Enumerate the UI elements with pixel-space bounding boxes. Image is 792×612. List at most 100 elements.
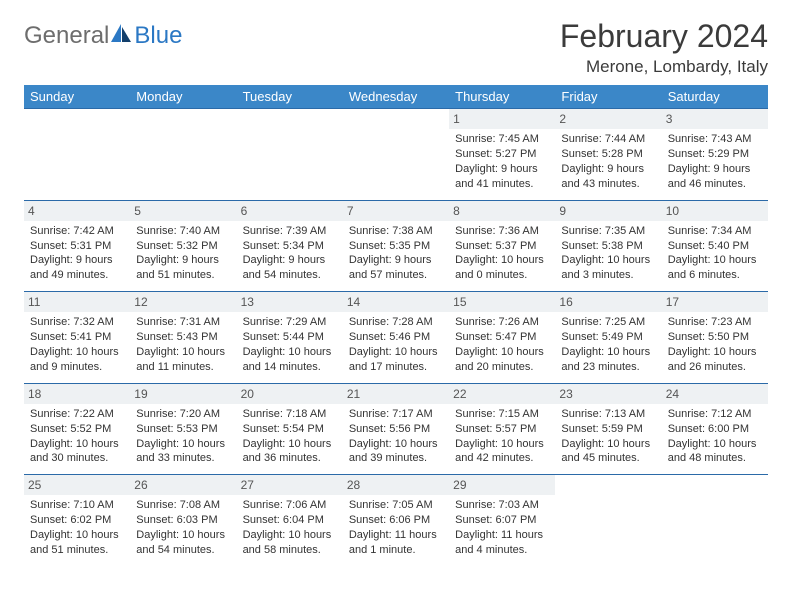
calendar-cell xyxy=(237,108,343,200)
sunrise-text: Sunrise: 7:31 AM xyxy=(134,315,232,330)
sunrise-text: Sunrise: 7:10 AM xyxy=(28,498,126,513)
day2-text: and 17 minutes. xyxy=(347,360,445,375)
sunrise-text: Sunrise: 7:25 AM xyxy=(559,315,657,330)
calendar-cell: 17Sunrise: 7:23 AMSunset: 5:50 PMDayligh… xyxy=(662,291,768,383)
sunrise-text: Sunrise: 7:32 AM xyxy=(28,315,126,330)
day1-text: Daylight: 10 hours xyxy=(134,345,232,360)
day1-text: Daylight: 10 hours xyxy=(134,437,232,452)
day2-text: and 30 minutes. xyxy=(28,451,126,466)
day-number: 24 xyxy=(662,384,768,404)
title-block: February 2024 Merone, Lombardy, Italy xyxy=(560,18,768,77)
day-number: 22 xyxy=(449,384,555,404)
sunset-text: Sunset: 5:32 PM xyxy=(134,239,232,254)
day1-text: Daylight: 10 hours xyxy=(666,253,764,268)
calendar-cell xyxy=(130,108,236,200)
sunrise-text: Sunrise: 7:45 AM xyxy=(453,132,551,147)
sunrise-text: Sunrise: 7:26 AM xyxy=(453,315,551,330)
calendar-cell: 24 Sunrise: 7:12 AMSunset: 6:00 PMDayligh… xyxy=(662,383,768,475)
day-number: 9 xyxy=(555,201,661,221)
sunset-text: Sunset: 6:00 PM xyxy=(666,422,764,437)
day-number: 3 xyxy=(662,109,768,129)
day-number: 7 xyxy=(343,201,449,221)
day-number: 2 xyxy=(555,109,661,129)
sunset-text: Sunset: 5:53 PM xyxy=(134,422,232,437)
calendar-cell: 21Sunrise: 7:17 AMSunset: 5:56 PMDayligh… xyxy=(343,383,449,475)
sunset-text: Sunset: 5:34 PM xyxy=(241,239,339,254)
day2-text: and 51 minutes. xyxy=(134,268,232,283)
day2-text: and 54 minutes. xyxy=(241,268,339,283)
day1-text: Daylight: 10 hours xyxy=(453,437,551,452)
day2-text: and 0 minutes. xyxy=(453,268,551,283)
sunrise-text: Sunrise: 7:28 AM xyxy=(347,315,445,330)
sunset-text: Sunset: 5:37 PM xyxy=(453,239,551,254)
sunrise-text: Sunrise: 7:35 AM xyxy=(559,224,657,239)
calendar-cell: 8Sunrise: 7:36 AMSunset: 5:37 PMDaylight… xyxy=(449,200,555,292)
day2-text: and 57 minutes. xyxy=(347,268,445,283)
sunset-text: Sunset: 5:31 PM xyxy=(28,239,126,254)
calendar-cell: 20Sunrise: 7:18 AMSunset: 5:54 PMDayligh… xyxy=(237,383,343,475)
day1-text: Daylight: 10 hours xyxy=(134,528,232,543)
sunrise-text: Sunrise: 7:44 AM xyxy=(559,132,657,147)
sunset-text: Sunset: 6:06 PM xyxy=(347,513,445,528)
day-number: 23 xyxy=(555,384,661,404)
day2-text: and 33 minutes. xyxy=(134,451,232,466)
header: General Blue February 2024 Merone, Lomba… xyxy=(24,18,768,77)
calendar-cell: 23Sunrise: 7:13 AMSunset: 5:59 PMDayligh… xyxy=(555,383,661,475)
sunrise-text: Sunrise: 7:42 AM xyxy=(28,224,126,239)
sunrise-text: Sunrise: 7:40 AM xyxy=(134,224,232,239)
calendar-cell: 25Sunrise: 7:10 AMSunset: 6:02 PMDayligh… xyxy=(24,474,130,566)
sunrise-text: Sunrise: 7:08 AM xyxy=(134,498,232,513)
day2-text: and 11 minutes. xyxy=(134,360,232,375)
sunset-text: Sunset: 6:02 PM xyxy=(28,513,126,528)
day-label: Thursday xyxy=(449,85,555,108)
logo: General Blue xyxy=(24,22,182,50)
day-number: 16 xyxy=(555,292,661,312)
day2-text: and 26 minutes. xyxy=(666,360,764,375)
sunset-text: Sunset: 5:54 PM xyxy=(241,422,339,437)
day-number: 26 xyxy=(130,475,236,495)
calendar-cell: 3Sunrise: 7:43 AMSunset: 5:29 PMDaylight… xyxy=(662,108,768,200)
sunrise-text: Sunrise: 7:17 AM xyxy=(347,407,445,422)
calendar-cell: 5Sunrise: 7:40 AMSunset: 5:32 PMDaylight… xyxy=(130,200,236,292)
day-number: 15 xyxy=(449,292,555,312)
logo-text-general: General xyxy=(24,22,109,50)
calendar-cell: 12Sunrise: 7:31 AMSunset: 5:43 PMDayligh… xyxy=(130,291,236,383)
day2-text: and 49 minutes. xyxy=(28,268,126,283)
sunset-text: Sunset: 5:49 PM xyxy=(559,330,657,345)
day-number: 25 xyxy=(24,475,130,495)
day-number: 14 xyxy=(343,292,449,312)
day2-text: and 58 minutes. xyxy=(241,543,339,558)
days-header: Sunday Monday Tuesday Wednesday Thursday… xyxy=(24,85,768,108)
day-number: 19 xyxy=(130,384,236,404)
sunset-text: Sunset: 5:28 PM xyxy=(559,147,657,162)
sunrise-text: Sunrise: 7:36 AM xyxy=(453,224,551,239)
day-label: Sunday xyxy=(24,85,130,108)
calendar-cell: 1Sunrise: 7:45 AMSunset: 5:27 PMDaylight… xyxy=(449,108,555,200)
logo-text-blue: Blue xyxy=(134,22,182,50)
day2-text: and 48 minutes. xyxy=(666,451,764,466)
calendar-cell: 27Sunrise: 7:06 AMSunset: 6:04 PMDayligh… xyxy=(237,474,343,566)
day2-text: and 23 minutes. xyxy=(559,360,657,375)
sunrise-text: Sunrise: 7:20 AM xyxy=(134,407,232,422)
day-number: 20 xyxy=(237,384,343,404)
calendar-cell: 2Sunrise: 7:44 AMSunset: 5:28 PMDaylight… xyxy=(555,108,661,200)
day-number: 4 xyxy=(24,201,130,221)
sail-icon xyxy=(111,24,133,49)
day2-text: and 46 minutes. xyxy=(666,177,764,192)
day2-text: and 20 minutes. xyxy=(453,360,551,375)
sunrise-text: Sunrise: 7:12 AM xyxy=(666,407,764,422)
day1-text: Daylight: 10 hours xyxy=(666,437,764,452)
day1-text: Daylight: 11 hours xyxy=(347,528,445,543)
day1-text: Daylight: 10 hours xyxy=(559,437,657,452)
calendar-cell: 18Sunrise: 7:22 AMSunset: 5:52 PMDayligh… xyxy=(24,383,130,475)
day-number: 10 xyxy=(662,201,768,221)
sunrise-text: Sunrise: 7:29 AM xyxy=(241,315,339,330)
day1-text: Daylight: 10 hours xyxy=(559,253,657,268)
day-number: 28 xyxy=(343,475,449,495)
sunset-text: Sunset: 6:03 PM xyxy=(134,513,232,528)
day2-text: and 1 minute. xyxy=(347,543,445,558)
day1-text: Daylight: 11 hours xyxy=(453,528,551,543)
day2-text: and 9 minutes. xyxy=(28,360,126,375)
calendar-cell: 6Sunrise: 7:39 AMSunset: 5:34 PMDaylight… xyxy=(237,200,343,292)
sunset-text: Sunset: 5:40 PM xyxy=(666,239,764,254)
